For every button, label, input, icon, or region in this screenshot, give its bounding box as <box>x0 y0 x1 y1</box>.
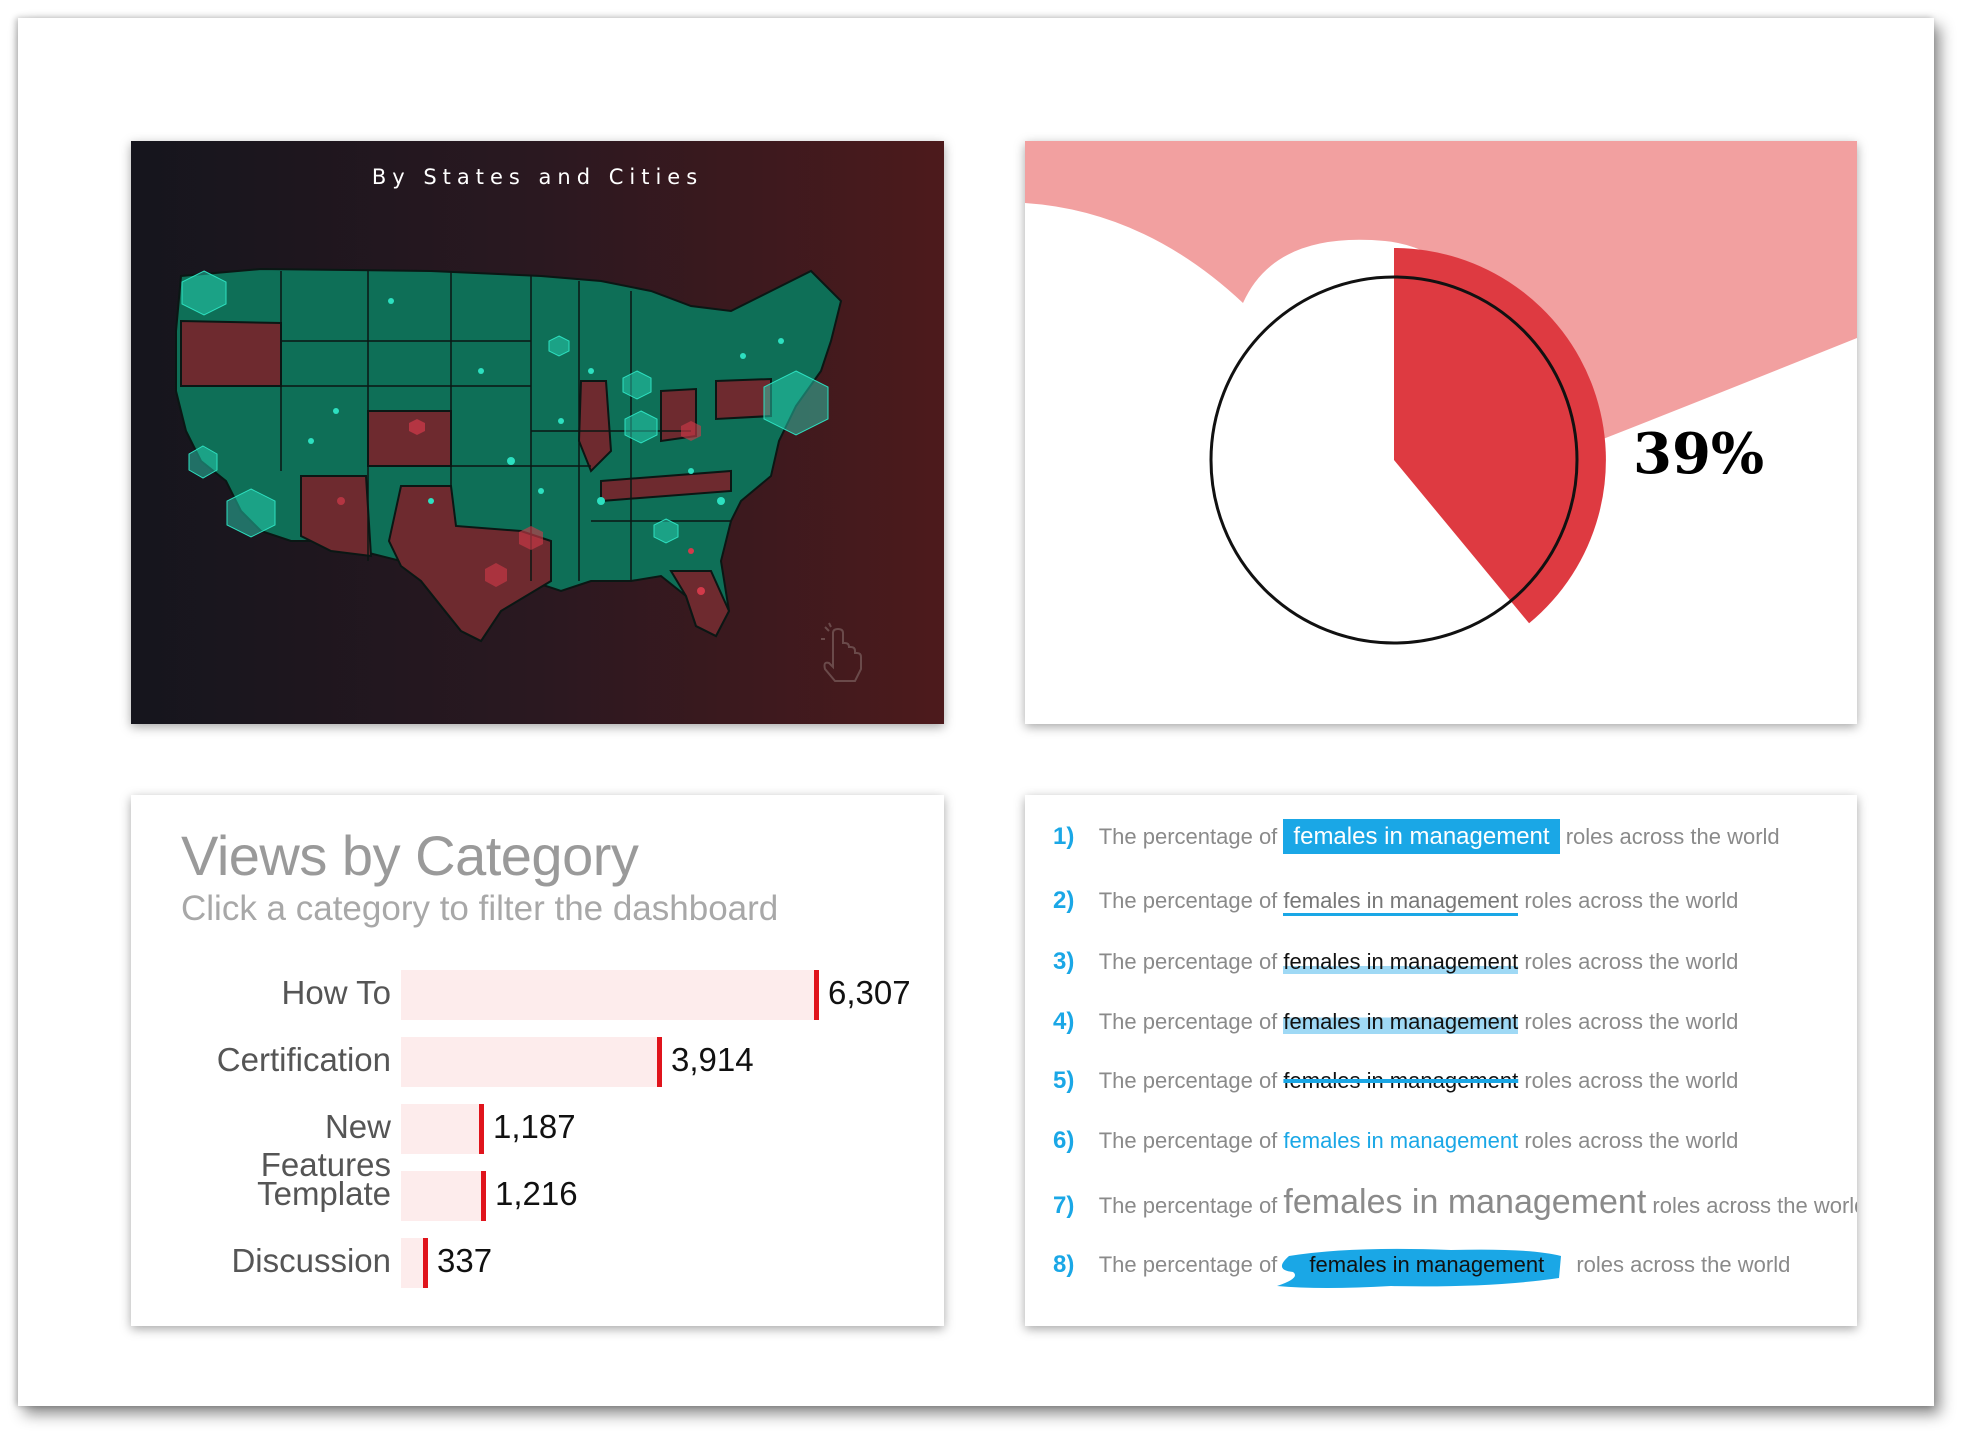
category-label[interactable]: Certification <box>216 1041 391 1078</box>
bar-value-label: 6,307 <box>828 974 911 1011</box>
slide-sheet: By States and Cities <box>18 18 1934 1406</box>
bar[interactable] <box>401 1037 657 1087</box>
bubble-la <box>226 488 276 538</box>
state-florida <box>669 570 731 638</box>
views-by-category-panel: Views by Category Click a category to fi… <box>131 795 944 1326</box>
highlight-marker: females in management <box>1283 1009 1519 1034</box>
bar-value-label: 337 <box>437 1242 493 1279</box>
list-item: 5) The percentage of females in manageme… <box>1053 1067 1739 1094</box>
state-tennessee <box>600 469 732 503</box>
percent-pie-panel: 39% <box>1025 141 1857 724</box>
highlight-color: females in management <box>1283 1128 1519 1153</box>
bar-value-label: 3,914 <box>671 1041 754 1078</box>
bubble-indy <box>624 410 658 444</box>
bar[interactable] <box>401 1238 423 1288</box>
bar[interactable] <box>401 1171 481 1221</box>
chart-subtitle: Click a category to filter the dashboard <box>181 889 779 928</box>
list-item: 4) The percentage of females in manageme… <box>1053 1008 1739 1035</box>
bubble-columbus <box>681 421 701 441</box>
brush-stroke <box>1277 1248 1562 1288</box>
bubble-atlanta <box>653 518 679 544</box>
bubble-minneapolis <box>548 335 570 357</box>
bar-value-label: 1,216 <box>495 1175 578 1212</box>
category-label[interactable]: Template <box>257 1175 391 1212</box>
list-item: 1) The percentage of females in manageme… <box>1053 819 1780 854</box>
category-label[interactable]: Discussion <box>231 1242 391 1279</box>
bar-end-marker <box>479 1104 484 1154</box>
bar[interactable] <box>401 970 814 1020</box>
list-item: 8) The percentage of females in manageme… <box>1053 1248 1790 1288</box>
bar-end-marker <box>657 1037 662 1087</box>
highlight-box: females in management <box>1283 819 1560 854</box>
city-bubbles <box>181 270 829 595</box>
highlight-size: females in management <box>1283 1183 1647 1221</box>
bubble-dallas <box>519 526 543 550</box>
pie-slice <box>1394 248 1606 624</box>
bar-end-marker <box>423 1238 428 1288</box>
pie-graphic <box>1025 141 1857 645</box>
wave-band <box>1025 141 1857 446</box>
bubble-seattle <box>181 270 227 316</box>
state-pennsylvania <box>715 377 772 421</box>
bar-end-marker <box>481 1171 486 1221</box>
list-item: 3) The percentage of females in manageme… <box>1053 948 1739 975</box>
bar-end-marker <box>814 970 819 1020</box>
us-map[interactable] <box>131 141 944 724</box>
pie-outline <box>1209 275 1579 645</box>
state-oregon <box>180 319 282 387</box>
list-item: 7) The percentage of females in manageme… <box>1053 1183 1857 1221</box>
bubble-sf <box>188 445 218 479</box>
hand-pointer-icon <box>821 622 862 682</box>
category-label[interactable]: New Features <box>260 1108 391 1183</box>
category-label[interactable]: How To <box>281 974 391 1011</box>
list-item: 6) The percentage of females in manageme… <box>1053 1127 1739 1154</box>
state-colorado <box>367 410 452 467</box>
bar-value-label: 1,187 <box>493 1108 576 1145</box>
bubble-nyc <box>763 370 829 436</box>
us-map-panel[interactable]: By States and Cities <box>131 141 944 724</box>
map-title: By States and Cities <box>371 165 704 189</box>
highlight-styles-panel: 1) The percentage of females in manageme… <box>1025 795 1857 1326</box>
percent-label: 39% <box>1633 421 1765 487</box>
bubble-denver <box>409 419 425 435</box>
bubble-chicago <box>622 370 652 400</box>
highlight-brush: females in management <box>1277 1248 1576 1288</box>
highlight-strike: females in management <box>1283 1068 1519 1093</box>
state-texas <box>387 485 552 643</box>
highlight-low-marker: females in management <box>1283 949 1519 974</box>
list-item: 2) The percentage of females in manageme… <box>1053 887 1739 916</box>
bubble-houston <box>485 563 507 587</box>
state-arizona <box>300 475 373 558</box>
chart-title: Views by Category <box>181 824 639 887</box>
highlight-underline: females in management <box>1283 888 1519 916</box>
bar[interactable] <box>401 1104 479 1154</box>
